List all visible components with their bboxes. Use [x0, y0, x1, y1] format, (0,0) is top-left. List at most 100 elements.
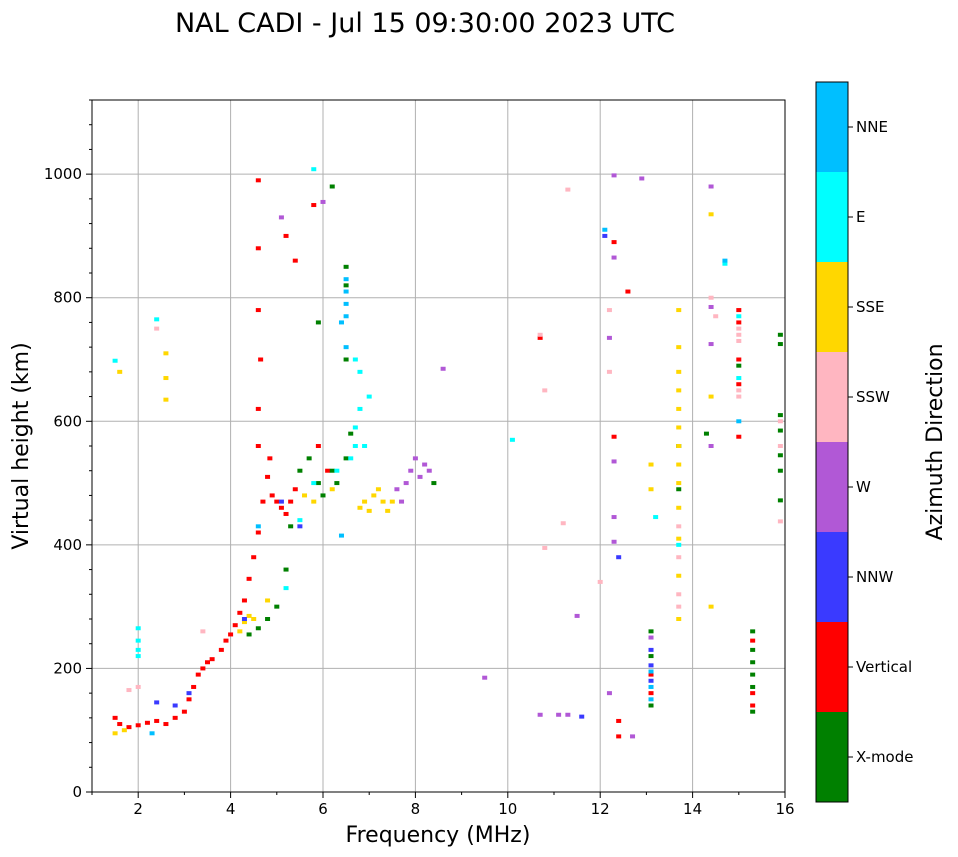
x-tick-label: 4: [226, 800, 236, 818]
echo-point-nnw: [297, 524, 303, 529]
echo-point-sse: [676, 462, 682, 467]
echo-point-e: [348, 456, 354, 461]
echo-point-vertical: [288, 499, 294, 504]
echo-point-x-mode: [343, 456, 349, 461]
echo-point-vertical: [223, 638, 229, 643]
echo-point-nnw: [616, 555, 622, 560]
echo-point-w: [556, 712, 562, 717]
echo-point-nne: [338, 320, 344, 325]
echo-point-x-mode: [777, 332, 783, 337]
colorbar-label-e: E: [856, 208, 865, 226]
echo-point-e: [722, 261, 728, 266]
echo-point-sse: [265, 598, 271, 603]
echo-point-nne: [343, 301, 349, 306]
echo-point-ssw: [736, 326, 742, 331]
echo-point-x-mode: [777, 428, 783, 433]
echo-point-ssw: [777, 419, 783, 424]
echo-point-ssw: [542, 388, 548, 393]
echo-point-w: [606, 335, 612, 340]
y-axis-label: Virtual height (km): [9, 342, 34, 549]
echo-point-w: [611, 173, 617, 178]
echo-point-sse: [676, 481, 682, 486]
echo-point-nne: [648, 684, 654, 689]
echo-point-sse: [708, 394, 714, 399]
echo-point-e: [297, 518, 303, 523]
echo-point-w: [394, 487, 400, 492]
echo-point-nne: [255, 524, 261, 529]
echo-point-e: [653, 515, 659, 520]
colorbar-segment: [816, 262, 848, 352]
echo-point-nnw: [579, 714, 585, 719]
echo-point-sse: [385, 508, 391, 513]
echo-point-vertical: [218, 647, 224, 652]
echo-point-e: [311, 167, 317, 172]
echo-point-e: [736, 376, 742, 381]
echo-point-w: [537, 712, 543, 717]
echo-point-ssw: [606, 369, 612, 374]
echo-point-ssw: [777, 444, 783, 448]
echo-point-e: [154, 317, 160, 322]
echo-point-sse: [676, 388, 682, 393]
echo-point-sse: [648, 462, 654, 467]
echo-point-e: [676, 542, 682, 547]
echo-point-nne: [338, 533, 344, 538]
echo-point-vertical: [311, 203, 317, 208]
echo-point-sse: [163, 351, 169, 356]
echo-point-w: [440, 366, 446, 371]
echo-point-sse: [676, 345, 682, 350]
echo-point-vertical: [200, 666, 206, 671]
x-tick-label: 10: [498, 800, 517, 818]
echo-point-ssw: [537, 332, 543, 337]
echo-point-sse: [329, 487, 335, 492]
echo-point-e: [283, 586, 289, 591]
echo-point-ssw: [542, 545, 548, 550]
echo-point-w: [426, 468, 432, 473]
echo-point-x-mode: [329, 184, 335, 189]
echo-point-ssw: [713, 314, 719, 319]
colorbar-label-vertical: Vertical: [856, 658, 912, 676]
echo-point-x-mode: [246, 632, 252, 637]
echo-point-w: [611, 539, 617, 544]
echo-point-x-mode: [348, 431, 354, 436]
echo-point-x-mode: [297, 468, 303, 473]
colorbar-segment: [816, 622, 848, 712]
echo-point-ssw: [126, 688, 132, 693]
echo-point-vertical: [144, 720, 150, 725]
colorbar-segment: [816, 352, 848, 442]
echo-point-nne: [343, 314, 349, 319]
echo-point-sse: [366, 508, 372, 513]
echo-point-nnw: [648, 647, 654, 652]
echo-point-sse: [311, 499, 317, 504]
echo-point-nnw: [241, 617, 247, 621]
echo-point-vertical: [269, 493, 275, 498]
echo-point-vertical: [255, 246, 261, 251]
echo-point-vertical: [736, 308, 742, 313]
echo-point-w: [574, 613, 580, 618]
echo-point-x-mode: [750, 660, 756, 665]
x-tick-label: 6: [318, 800, 328, 818]
colorbar-label-x-mode: X-mode: [856, 748, 913, 766]
echo-point-x-mode: [676, 487, 682, 492]
echo-point-vertical: [172, 715, 178, 720]
echo-point-x-mode: [777, 413, 783, 418]
echo-point-vertical: [163, 722, 169, 727]
echo-point-vertical: [611, 240, 617, 245]
echo-point-nnw: [648, 678, 654, 683]
echo-point-sse: [371, 493, 377, 498]
echo-point-x-mode: [343, 357, 349, 362]
echo-point-w: [399, 499, 405, 504]
echo-point-vertical: [315, 444, 321, 448]
echo-point-vertical: [195, 672, 201, 677]
echo-point-x-mode: [274, 604, 280, 609]
echo-point-x-mode: [329, 468, 335, 473]
echo-point-x-mode: [750, 629, 756, 634]
echo-point-x-mode: [265, 617, 271, 621]
echo-point-e: [352, 425, 358, 430]
echo-point-x-mode: [334, 481, 340, 486]
echo-point-x-mode: [431, 481, 437, 486]
y-tick-label: 800: [53, 289, 82, 307]
echo-point-nne: [343, 277, 349, 282]
echo-point-ssw: [736, 394, 742, 399]
echo-point-e: [362, 444, 368, 448]
echo-point-x-mode: [777, 468, 783, 473]
